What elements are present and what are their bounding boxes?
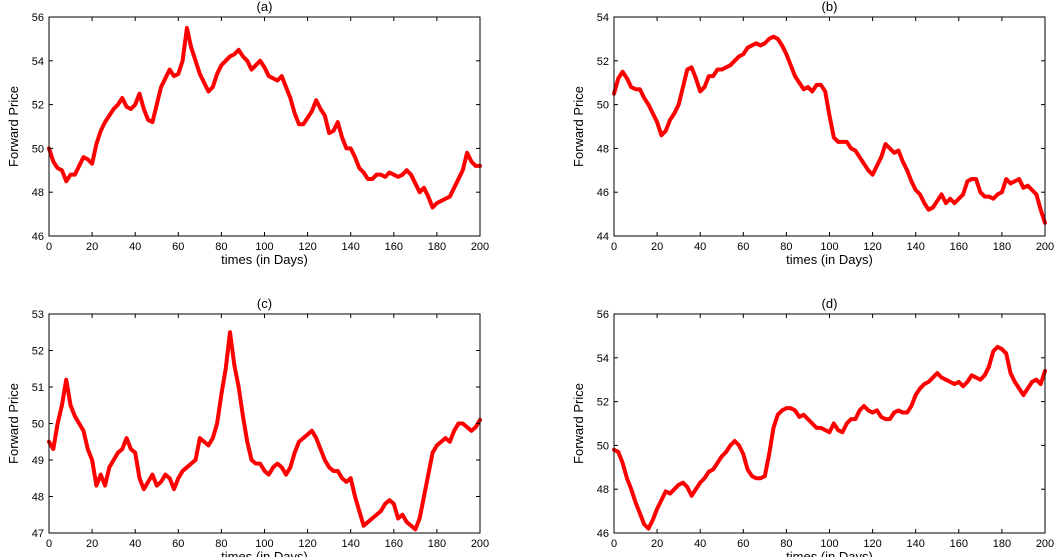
panel-a-y-tick-label: 54 xyxy=(32,56,44,68)
panel-b-x-axis-label: times (in Days) xyxy=(786,252,873,267)
panel-b-x-tick-label: 100 xyxy=(820,241,838,253)
panel-d-x-tick-label: 80 xyxy=(780,538,792,550)
panel-b-x-tick-label: 80 xyxy=(780,241,792,253)
panel-a-x-axis-label: times (in Days) xyxy=(221,252,308,267)
panel-b-x-tick-label: 40 xyxy=(694,241,706,253)
panel-d-x-tick-label: 60 xyxy=(737,538,749,550)
panel-d-x-axis-label: times (in Days) xyxy=(786,549,873,557)
panel-c-y-tick-label: 50 xyxy=(32,419,44,431)
panel-d-axes-frame xyxy=(613,313,1046,534)
panel-c-y-tick-label: 48 xyxy=(32,492,44,504)
panel-d-y-tick-label: 46 xyxy=(597,528,609,540)
panel-a-x-tick-label: 140 xyxy=(342,241,360,253)
panel-b-y-tick-label: 44 xyxy=(597,231,609,243)
panel-d-x-tick-label: 120 xyxy=(863,538,881,550)
panel-a-y-axis-label: Forward Price xyxy=(6,86,21,167)
panel-a-y-tick-label: 52 xyxy=(32,100,44,112)
panel-a-x-tick-label: 60 xyxy=(172,241,184,253)
panel-b-y-tick-label: 54 xyxy=(597,12,609,24)
panel-c-x-tick-label: 180 xyxy=(428,538,446,550)
panel-c-x-tick-label: 120 xyxy=(298,538,316,550)
panel-a-y-tick-label: 46 xyxy=(32,231,44,243)
panel-d-x-tick-label: 40 xyxy=(694,538,706,550)
panel-d-x-tick-label: 200 xyxy=(1036,538,1054,550)
panel-b-axes-frame xyxy=(613,16,1046,237)
panel-c-title: (c) xyxy=(257,296,272,311)
panel-b-x-tick-label: 0 xyxy=(611,241,617,253)
panel-c-x-tick-label: 80 xyxy=(215,538,227,550)
panel-c-y-tick-label: 52 xyxy=(32,346,44,358)
panel-d-x-tick-label: 140 xyxy=(907,538,925,550)
panel-a-x-tick-label: 180 xyxy=(428,241,446,253)
panel-a-x-tick-label: 0 xyxy=(46,241,52,253)
panel-c-x-tick-label: 100 xyxy=(255,538,273,550)
panel-a-series-line xyxy=(47,25,482,210)
panel-b-y-axis-label: Forward Price xyxy=(571,86,586,167)
panel-b-x-tick-label: 60 xyxy=(737,241,749,253)
panel-c-y-tick-label: 51 xyxy=(32,382,44,394)
panel-c-y-tick-label: 47 xyxy=(32,528,44,540)
panel-c: (c) 0 20 40 60 80 100 120 140 160 180 200 47 48 49 50 51… xyxy=(6,296,489,557)
panel-d-series-line xyxy=(612,344,1047,531)
panel-b-x-tick-label: 20 xyxy=(651,241,663,253)
panel-b-y-tick-label: 48 xyxy=(597,143,609,155)
panel-b: (b) 0 20 40 60 80 100 120 140 160 180 200 44 46 48 50 52… xyxy=(571,0,1054,267)
panel-d-x-tick-label: 180 xyxy=(993,538,1011,550)
panel-c-x-tick-label: 60 xyxy=(172,538,184,550)
panel-c-x-tick-label: 160 xyxy=(385,538,403,550)
panel-a-y-tick-label: 56 xyxy=(32,12,44,24)
panel-c-y-tick-label: 49 xyxy=(32,455,44,467)
panel-a-x-tick-label: 80 xyxy=(215,241,227,253)
panel-d: (d) 0 20 40 60 80 100 120 140 160 180 200 46 48 50 52 54… xyxy=(571,296,1054,557)
panel-b-x-tick-label: 140 xyxy=(907,241,925,253)
panel-a-x-tick-label: 100 xyxy=(255,241,273,253)
panel-a-x-tick-label: 20 xyxy=(86,241,98,253)
panel-d-y-tick-label: 50 xyxy=(597,440,609,452)
panel-c-x-axis-label: times (in Days) xyxy=(221,549,308,557)
panel-b-y-tick-label: 46 xyxy=(597,187,609,199)
panel-a-axes-frame xyxy=(48,16,481,237)
panel-d-y-axis-label: Forward Price xyxy=(571,383,586,464)
panel-b-series-line xyxy=(612,34,1047,225)
panel-d-x-tick-label: 100 xyxy=(820,538,838,550)
panel-a-x-tick-label: 40 xyxy=(129,241,141,253)
panel-d-y-tick-label: 56 xyxy=(597,309,609,321)
panel-b-x-tick-label: 160 xyxy=(950,241,968,253)
panel-c-y-axis-label: Forward Price xyxy=(6,383,21,464)
panel-b-x-tick-label: 200 xyxy=(1036,241,1054,253)
panel-a-y-tick-label: 50 xyxy=(32,143,44,155)
panel-a-title: (a) xyxy=(257,0,273,14)
panel-c-series-line xyxy=(47,330,482,532)
panel-c-x-tick-label: 200 xyxy=(471,538,489,550)
panel-b-x-tick-label: 120 xyxy=(863,241,881,253)
panel-b-title: (b) xyxy=(822,0,838,14)
panel-b-y-tick-label: 52 xyxy=(597,56,609,68)
panel-d-x-tick-label: 20 xyxy=(651,538,663,550)
panel-a-y-tick-label: 48 xyxy=(32,187,44,199)
panel-c-x-tick-label: 20 xyxy=(86,538,98,550)
panel-d-title: (d) xyxy=(822,296,838,311)
panel-d-y-tick-label: 52 xyxy=(597,397,609,409)
panel-d-x-tick-label: 160 xyxy=(950,538,968,550)
panel-c-y-tick-label: 53 xyxy=(32,309,44,321)
panel-d-y-tick-label: 48 xyxy=(597,484,609,496)
panel-c-axes-frame xyxy=(48,313,481,534)
panel-c-x-tick-label: 140 xyxy=(342,538,360,550)
panel-a-x-tick-label: 200 xyxy=(471,241,489,253)
panel-c-x-tick-label: 40 xyxy=(129,538,141,550)
panel-b-x-tick-label: 180 xyxy=(993,241,1011,253)
panel-d-y-tick-label: 54 xyxy=(597,353,609,365)
panel-b-y-tick-label: 50 xyxy=(597,100,609,112)
panel-a-x-tick-label: 120 xyxy=(298,241,316,253)
panel-d-x-tick-label: 0 xyxy=(611,538,617,550)
panel-a-x-tick-label: 160 xyxy=(385,241,403,253)
panel-c-x-tick-label: 0 xyxy=(46,538,52,550)
panel-a: (a) 0 20 40 60 80 100 120 140 160 180 200 46 48 50 52 54… xyxy=(6,0,489,267)
